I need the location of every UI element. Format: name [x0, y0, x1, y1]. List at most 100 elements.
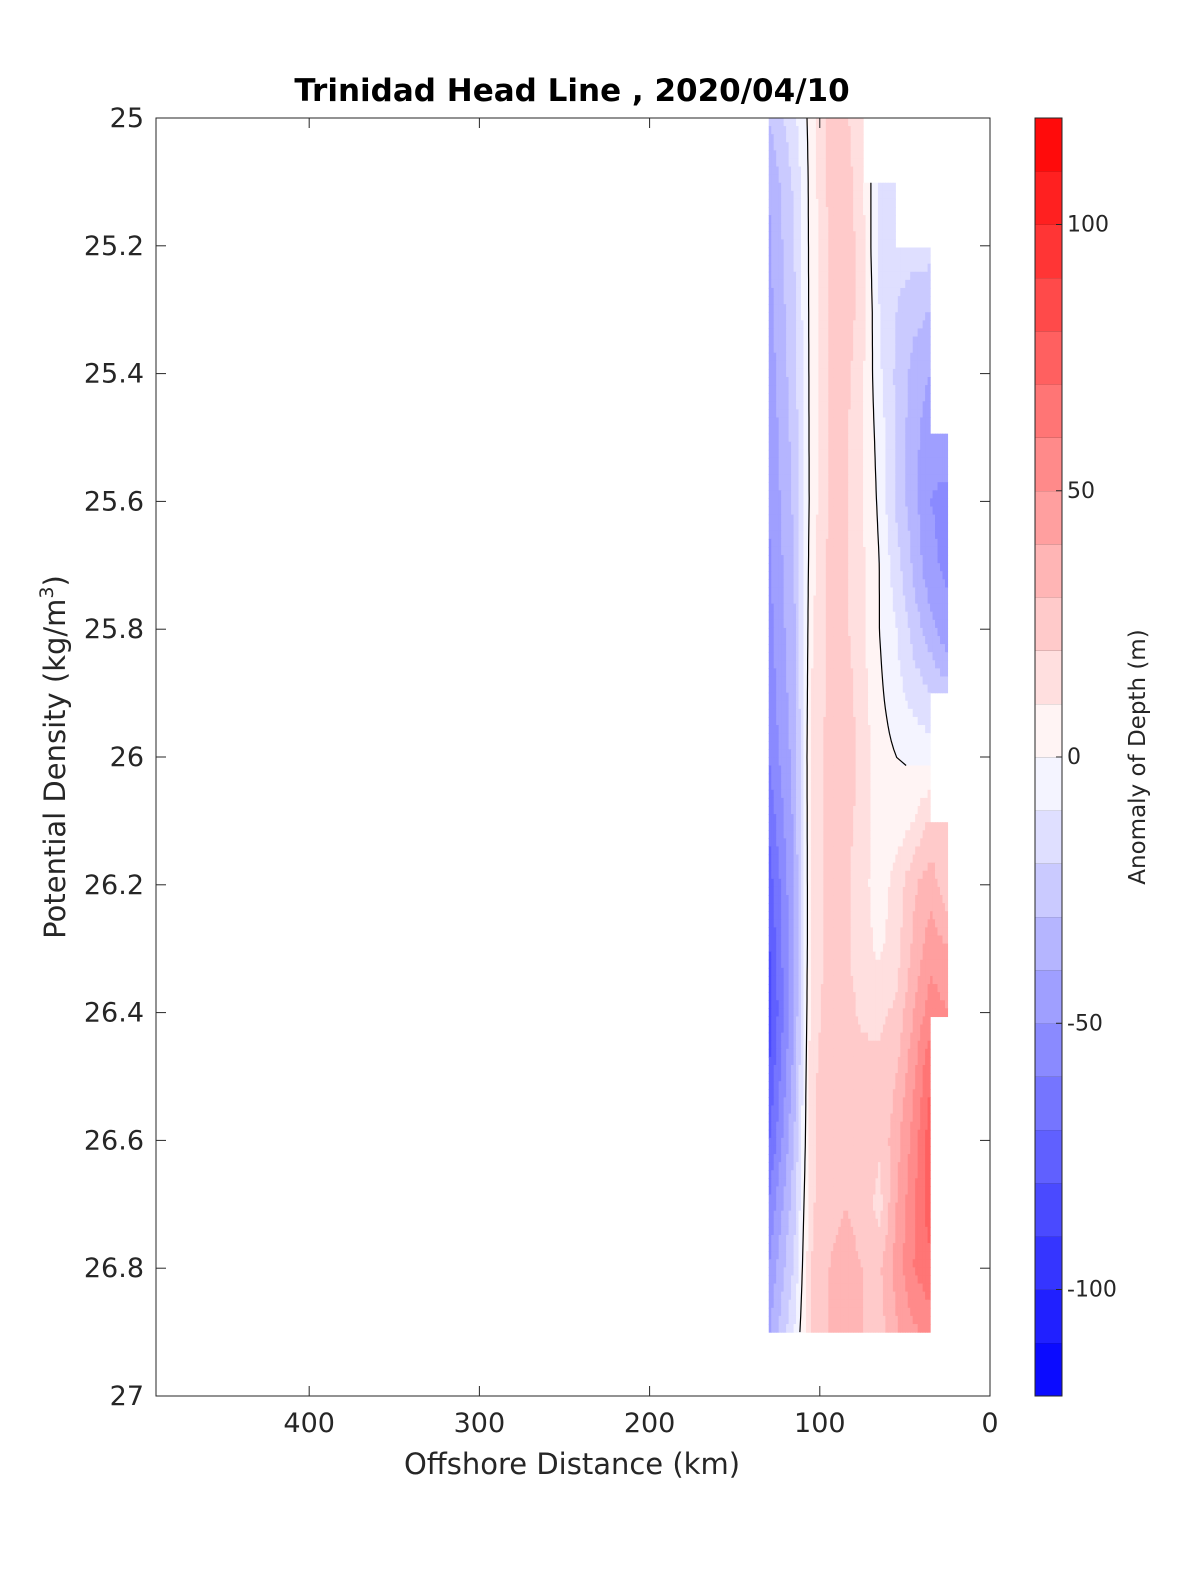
contour-cell [805, 466, 810, 475]
contour-cell [860, 279, 864, 289]
contour-cell [890, 417, 894, 427]
contour-cell [840, 328, 844, 338]
contour-cell [783, 676, 787, 686]
contour-cell [850, 385, 854, 394]
contour-cell [808, 457, 812, 467]
contour-cell [902, 506, 906, 516]
contour-cell [835, 725, 839, 734]
contour-cell [895, 474, 899, 483]
contour-cell [882, 182, 886, 192]
contour-cell [930, 466, 934, 475]
contour-cell [885, 255, 889, 265]
contour-cell [843, 198, 847, 208]
contour-cell [783, 595, 787, 605]
contour-cell [781, 207, 785, 216]
contour-cell [835, 134, 839, 143]
contour-cell [863, 466, 867, 475]
contour-cell [808, 401, 812, 410]
contour-cell [853, 692, 857, 702]
contour-cell [813, 627, 817, 637]
contour-cell [833, 733, 837, 742]
contour-cell [853, 563, 857, 572]
contour-cell [793, 215, 797, 224]
contour-cell [803, 555, 807, 564]
contour-cell [865, 449, 869, 459]
contour-cell [935, 538, 939, 548]
contour-cell [810, 344, 815, 354]
contour-cell [890, 352, 894, 362]
contour-cell [833, 158, 837, 168]
contour-cell [917, 563, 921, 572]
contour-cell [907, 279, 911, 289]
contour-cell [783, 571, 787, 580]
contour-cell [850, 457, 854, 467]
contour-cell [853, 223, 857, 232]
contour-cell [877, 457, 882, 467]
contour-cell [803, 401, 807, 410]
contour-cell [912, 441, 916, 451]
contour-cell [781, 409, 785, 419]
contour-cell [875, 377, 879, 386]
contour-cell [788, 158, 792, 168]
contour-cell [778, 627, 782, 637]
contour-cell [786, 166, 790, 176]
contour-cell [786, 660, 790, 669]
contour-cell [925, 668, 929, 678]
contour-cell [813, 158, 817, 168]
contour-cell [858, 466, 862, 475]
contour-cell [771, 190, 775, 200]
contour-cell [830, 522, 834, 532]
contour-cell [880, 708, 884, 718]
contour-cell [805, 215, 810, 224]
contour-cell [892, 684, 896, 694]
contour-cell [828, 636, 832, 645]
contour-cell [850, 522, 854, 532]
contour-cell [840, 587, 844, 597]
contour-cell [855, 466, 859, 475]
contour-cell [788, 571, 792, 580]
contour-cell [855, 692, 859, 702]
contour-cell [865, 555, 869, 564]
contour-cell [835, 652, 839, 661]
contour-cell [915, 457, 919, 467]
contour-cell [880, 514, 884, 524]
contour-cell [833, 441, 837, 451]
contour-cell [942, 619, 946, 629]
contour-cell [905, 328, 909, 338]
contour-cell [872, 571, 877, 580]
contour-cell [877, 490, 882, 500]
contour-cell [808, 409, 812, 419]
contour-cell [907, 344, 911, 354]
contour-cell [912, 482, 916, 491]
contour-cell [848, 668, 852, 678]
contour-cell [798, 490, 802, 500]
contour-cell [823, 417, 827, 427]
contour-cell [820, 231, 824, 241]
contour-cell [788, 142, 792, 151]
contour-cell [925, 409, 929, 419]
contour-cell [885, 441, 889, 451]
contour-cell [845, 563, 849, 572]
contour-cell [833, 595, 837, 605]
contour-cell [910, 441, 914, 451]
contour-cell [796, 692, 800, 702]
contour-cell [773, 457, 777, 467]
contour-cell [858, 150, 862, 160]
contour-cell [818, 328, 822, 338]
contour-cell [897, 684, 901, 694]
contour-cell [771, 490, 775, 500]
contour-cell [828, 676, 832, 686]
contour-cell [808, 296, 812, 305]
contour-cell [895, 304, 899, 313]
contour-cell [823, 636, 827, 645]
contour-cell [783, 279, 787, 289]
contour-cell [781, 142, 785, 151]
contour-cell [823, 401, 827, 410]
contour-cell [912, 684, 916, 694]
contour-cell [907, 409, 911, 419]
contour-cell [788, 182, 792, 192]
contour-cell [897, 279, 901, 289]
contour-cell [786, 409, 790, 419]
contour-cell [776, 474, 780, 483]
contour-cell [858, 644, 862, 653]
